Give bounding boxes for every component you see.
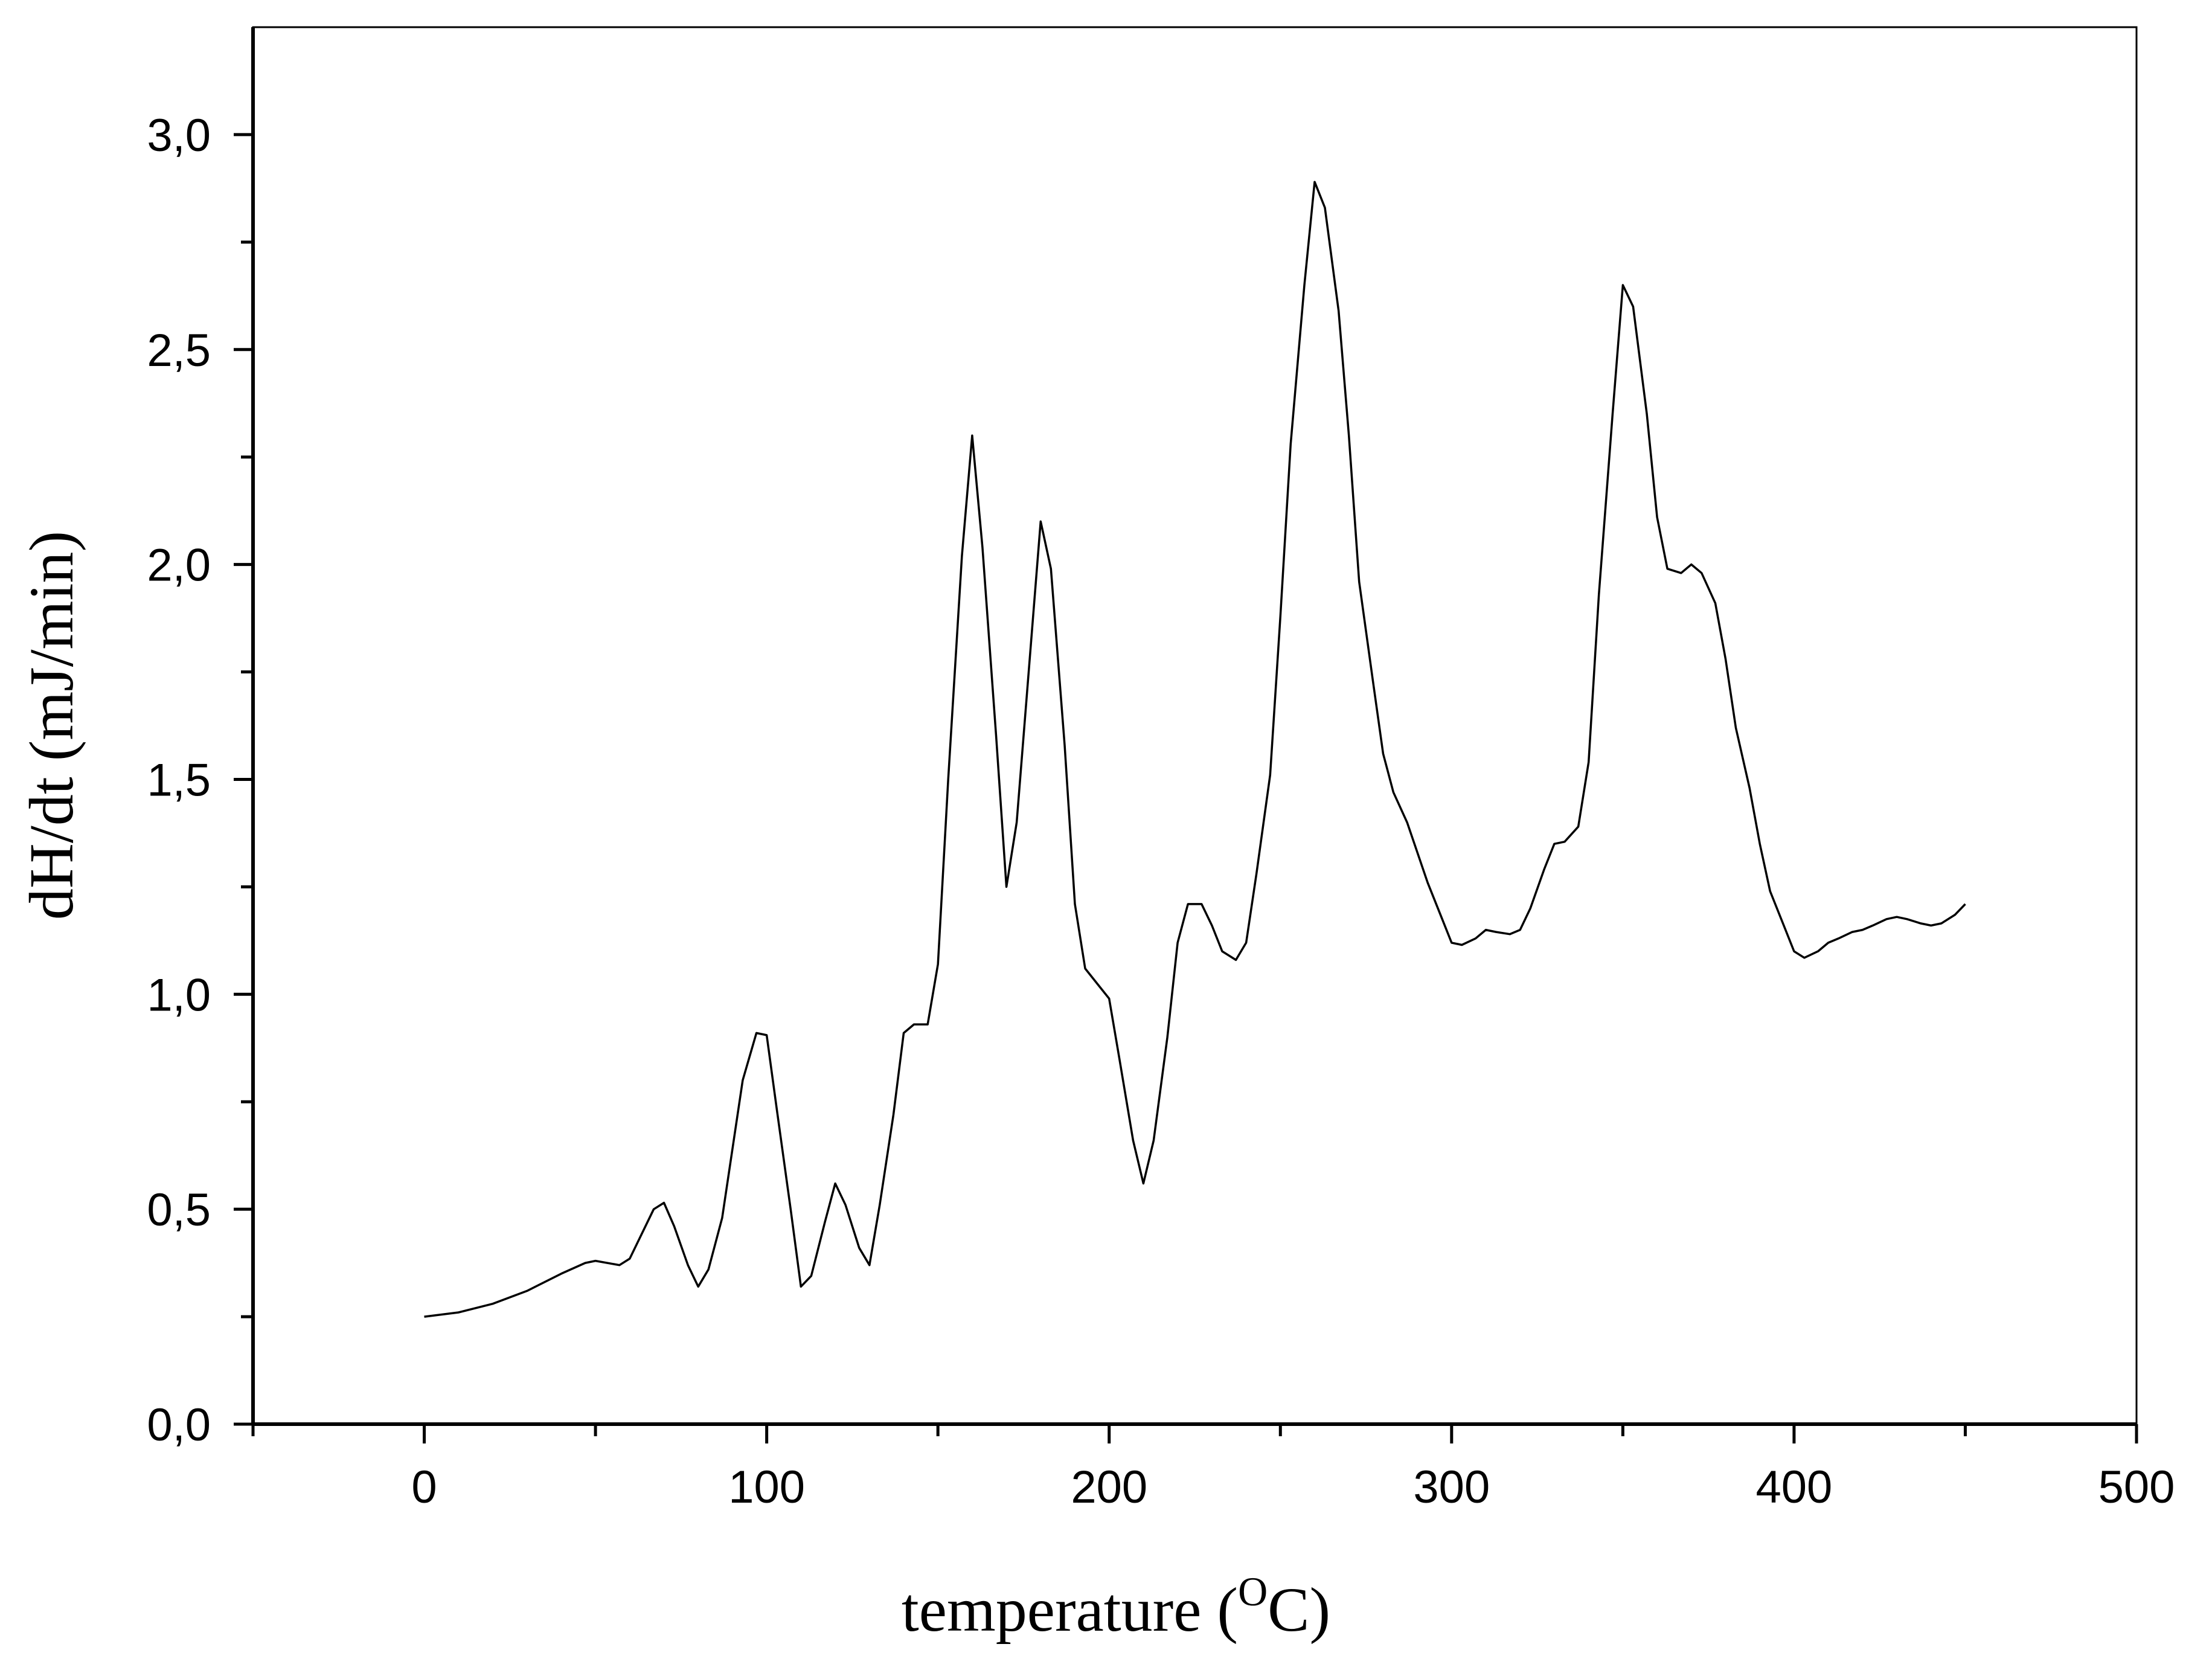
x-tick-label: 100 (728, 1462, 805, 1513)
y-tick-label: 1,0 (147, 969, 211, 1021)
y-tick-label: 3,0 (147, 110, 211, 161)
tick-labels-layer: 0 100 200 300 400 500 0,0 0,5 1,0 1,5 2,0 2,5 3,0 (147, 110, 2175, 1513)
y-tick-label: 2,0 (147, 540, 211, 591)
y-tick-label: 2,5 (147, 325, 211, 376)
x-tick-label: 300 (1413, 1462, 1490, 1513)
y-tick-label: 1,5 (147, 754, 211, 806)
x-axis-title: temperature (OC) (902, 1568, 1330, 1645)
y-axis-title: dH/dt (mJ/min) (17, 531, 86, 920)
x-tick-label: 500 (2098, 1462, 2175, 1513)
x-tick-label: 0 (411, 1462, 437, 1513)
y-tick-label: 0,0 (147, 1399, 211, 1451)
x-axis-title-suffix: C) (1268, 1575, 1330, 1645)
ticks-layer (234, 133, 2138, 1443)
x-tick-label: 400 (1756, 1462, 1833, 1513)
x-axis-title-superscript: O (1238, 1568, 1268, 1614)
y-tick-label: 0,5 (147, 1184, 211, 1236)
series-line (424, 181, 1966, 1318)
plot-frame (252, 26, 2138, 1425)
x-axis-title-main: temperature ( (902, 1575, 1238, 1645)
x-tick-label: 200 (1071, 1462, 1147, 1513)
